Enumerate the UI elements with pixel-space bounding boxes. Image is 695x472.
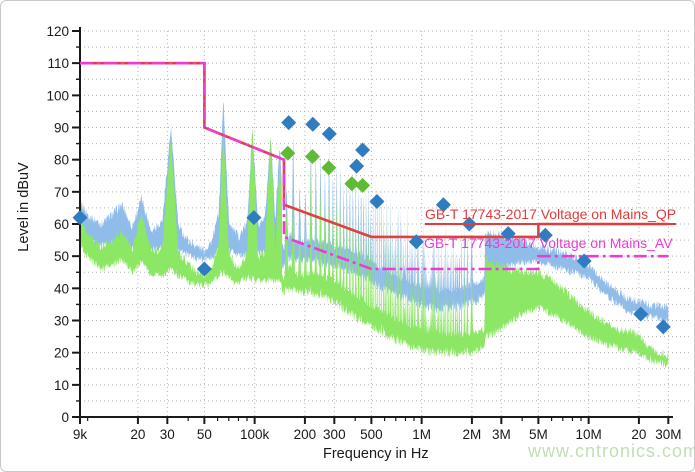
y-tick-label: 60 [54, 217, 69, 232]
qp-final-marker-point [369, 193, 385, 209]
av-spectrum-trace [80, 128, 669, 369]
x-axis-title: Frequency in Hz [323, 446, 429, 462]
y-tick-label: 50 [54, 249, 69, 264]
y-tick-label: 70 [54, 185, 69, 200]
qp-final-marker-point [72, 210, 88, 226]
av-final-marker-point [321, 160, 337, 176]
qp-spectrum-trace [80, 102, 669, 325]
x-tick-label: 30M [655, 427, 681, 442]
qp-final-marker-point [537, 227, 553, 243]
x-tick-label: 30 [160, 427, 175, 442]
y-tick-label: 100 [46, 88, 69, 103]
x-tick-label: 9k [73, 427, 88, 442]
qp-final-marker-point [281, 115, 297, 131]
x-tick-label: 200 [294, 427, 317, 442]
x-tick-label: 100k [240, 427, 270, 442]
qp-final-marker-point [576, 253, 592, 269]
qp-final-marker-point [349, 158, 365, 174]
av-limit-line-label: GB-T 17743-2017 Voltage on Mains_AV [424, 235, 673, 251]
tick-labels: 0 10 20 30 40 50 60 70 80 90 100 110 120 9k 20 30 50 100k… [46, 24, 681, 442]
x-tick-label: 3M [492, 427, 511, 442]
qp-final-marker-point [500, 226, 516, 242]
av-final-marker-point [304, 148, 320, 164]
qp-final-marker-point [655, 319, 671, 335]
x-tick-label: 500 [360, 427, 383, 442]
av-final-marker-point [355, 177, 371, 193]
av-final-marker [280, 145, 371, 193]
y-tick-label: 40 [54, 281, 69, 296]
x-tick-label: 50 [197, 427, 212, 442]
x-tick-label: 20 [130, 427, 145, 442]
axes [72, 27, 673, 424]
qp-final-marker-point [305, 116, 321, 132]
qp-final-marker-point [246, 210, 262, 226]
y-tick-label: 120 [46, 24, 69, 39]
x-tick-label: 10M [576, 427, 602, 442]
y-tick-label: 20 [54, 346, 69, 361]
x-tick-label: 20 [631, 427, 646, 442]
y-tick-label: 90 [54, 121, 69, 136]
y-tick-label: 30 [54, 314, 69, 329]
qp-final-marker [72, 115, 671, 335]
x-tick-label: 2M [463, 427, 482, 442]
y-tick-label: 110 [47, 56, 69, 71]
y-tick-label: 10 [54, 378, 69, 393]
watermark-text: www.cntronics.com [528, 441, 695, 461]
qp-limit-line-label: GB-T 17743-2017 Voltage on Mains_QP [425, 206, 677, 225]
y-axis-title: Level in dBuV [16, 162, 32, 252]
qp-final-marker-point [408, 234, 424, 250]
av-limit-line [80, 61, 669, 271]
av-final-marker-point [344, 176, 360, 192]
qp-final-marker-point [435, 197, 451, 213]
y-tick-label: 80 [54, 153, 69, 168]
qp-final-marker-point [321, 126, 337, 142]
qp-final-marker-point [196, 261, 212, 277]
x-tick-label: 300 [323, 427, 346, 442]
qp-final-marker-point [355, 142, 371, 158]
x-tick-label: 5M [529, 427, 548, 442]
y-tick-label: 0 [61, 410, 69, 425]
qp-final-marker-point [633, 306, 649, 322]
av-final-marker-point [280, 145, 296, 161]
x-tick-label: 1M [412, 427, 431, 442]
